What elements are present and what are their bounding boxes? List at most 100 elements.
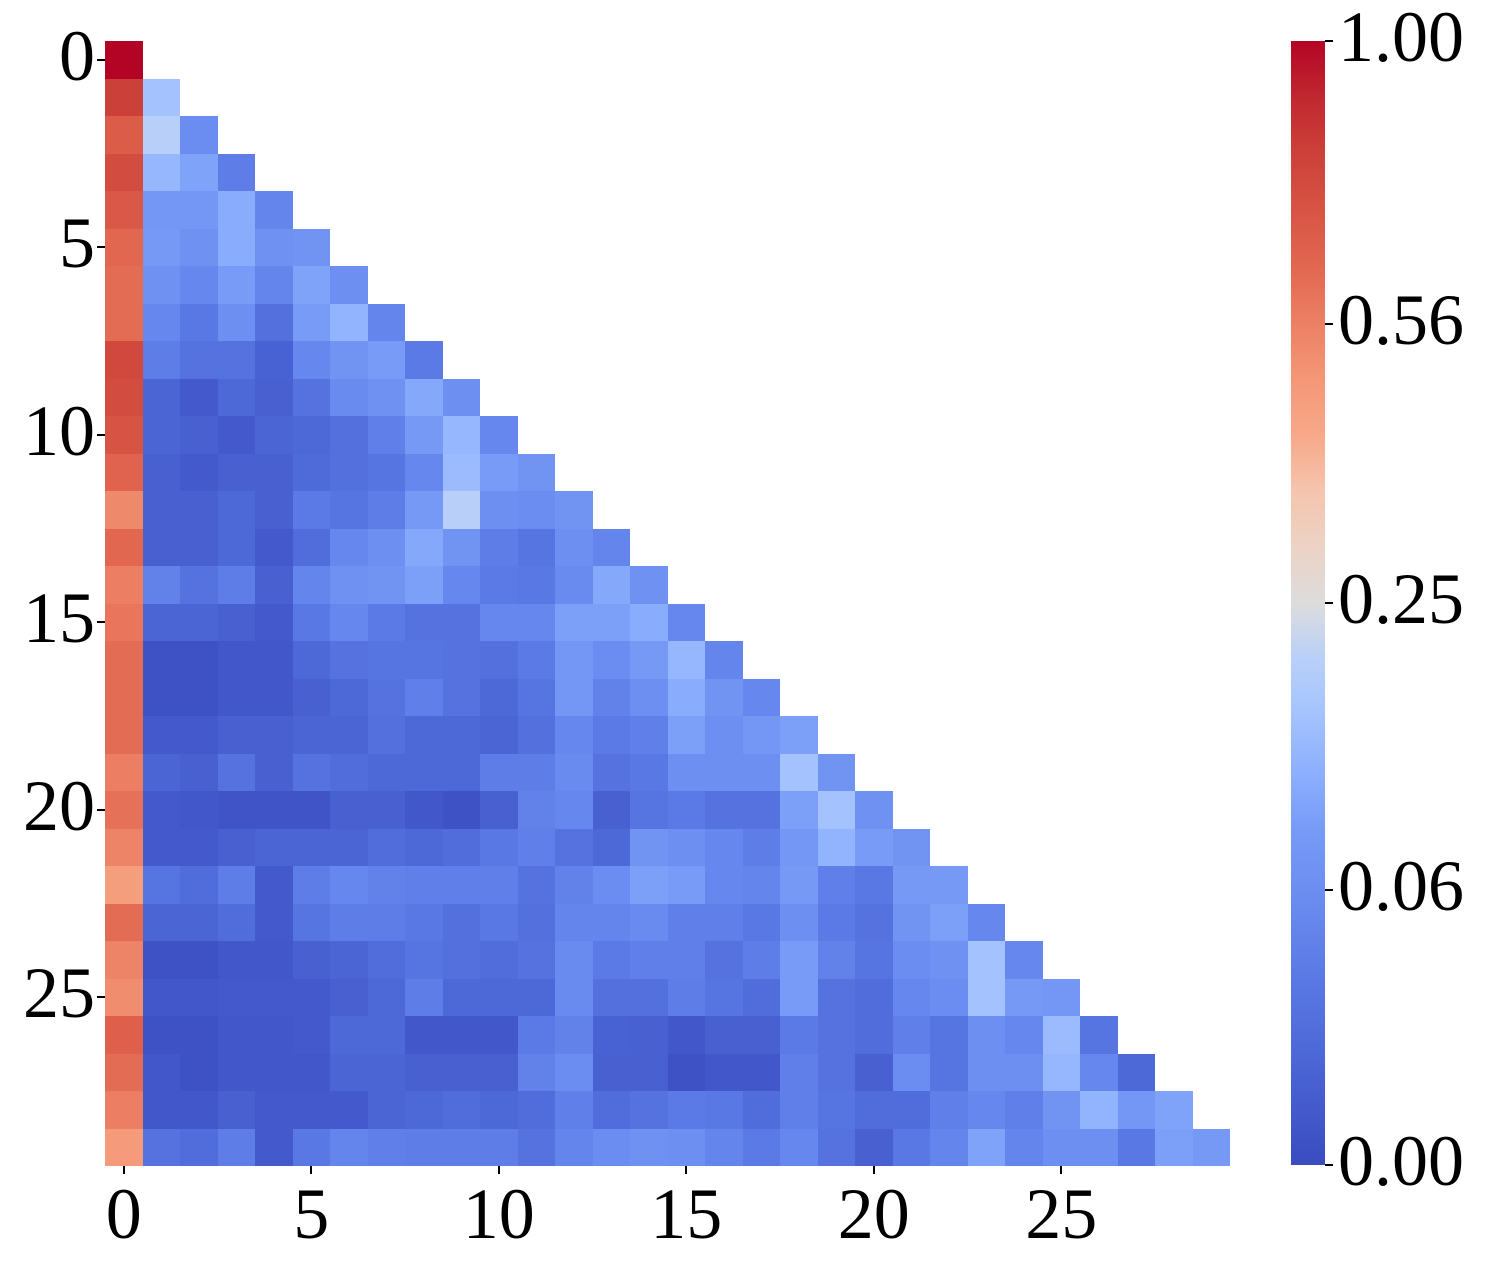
heatmap-cell [667,866,706,904]
x-tick-mark [122,1166,125,1174]
heatmap-cell [930,941,968,979]
heatmap-cell [330,716,368,754]
heatmap-cell [217,416,256,454]
heatmap-cell [180,903,218,942]
heatmap-cell [405,378,443,417]
heatmap-cell [592,866,631,904]
heatmap-cell [630,753,668,792]
heatmap-cell [330,378,368,417]
heatmap-cell [142,1128,181,1167]
heatmap-cell [480,566,518,604]
heatmap-cell [480,416,518,454]
heatmap-cell [592,1053,631,1092]
heatmap-cell [405,1091,443,1129]
heatmap-cell [292,828,331,867]
heatmap-cell [180,678,218,717]
heatmap-cell [180,191,218,229]
heatmap-cell [180,116,218,154]
x-tick-mark [685,1166,688,1174]
heatmap-cell [105,303,143,342]
heatmap-cell [555,641,593,679]
heatmap-cell [555,603,593,642]
heatmap-cell [555,866,593,904]
heatmap-cell [442,1128,481,1167]
heatmap-cell [142,828,181,867]
heatmap-cell [292,753,331,792]
heatmap-cell [255,266,293,304]
heatmap-cell [217,153,256,192]
heatmap-cell [292,1128,331,1167]
heatmap-cell [142,303,181,342]
heatmap-cell [217,716,256,754]
heatmap-cell [442,1091,481,1129]
heatmap-cell [405,1053,443,1092]
heatmap-cell [592,1128,631,1167]
heatmap-cell [592,941,631,979]
heatmap-cell [480,1091,518,1129]
heatmap-cell [292,866,331,904]
heatmap-cell [330,641,368,679]
heatmap-cell [630,1053,668,1092]
heatmap-cell [780,903,818,942]
heatmap-cell [105,153,143,192]
x-tick-label: 25 [1025,1174,1098,1254]
heatmap-cell [105,791,143,829]
heatmap-cell [592,791,631,829]
heatmap-cell [367,378,406,417]
heatmap-cell [367,678,406,717]
heatmap-cell [855,978,893,1017]
heatmap-cell [742,1091,781,1129]
heatmap-cell [292,1053,331,1092]
heatmap-cell [442,753,481,792]
heatmap-cell [217,641,256,679]
y-tick-label: 0 [59,15,95,96]
heatmap-cell [817,1016,856,1054]
heatmap-cell [555,903,593,942]
heatmap-cell [255,903,293,942]
heatmap-cell [555,828,593,867]
heatmap-cell [1042,1091,1081,1129]
heatmap-cell [255,716,293,754]
heatmap-cell [367,716,406,754]
heatmap-cell [930,1016,968,1054]
heatmap-cell [1080,1128,1118,1167]
heatmap-cell [405,491,443,529]
heatmap-cell [330,266,368,304]
heatmap-cell [330,753,368,792]
heatmap-cell [630,941,668,979]
heatmap-cell [217,378,256,417]
heatmap-cell [330,1016,368,1054]
heatmap-cell [592,566,631,604]
heatmap-cell [405,416,443,454]
heatmap-cell [330,491,368,529]
heatmap-cell [480,678,518,717]
heatmap-cell [705,941,743,979]
heatmap-cell [592,978,631,1017]
colorbar-tick-mark [1325,888,1333,891]
heatmap-cell [330,453,368,492]
heatmap-cell [292,228,331,267]
heatmap-cell [480,491,518,529]
heatmap-cell [142,641,181,679]
heatmap-cell [330,1128,368,1167]
heatmap-cell [705,641,743,679]
heatmap-cell [555,1091,593,1129]
heatmap-cell [667,1053,706,1092]
heatmap-cell [667,903,706,942]
heatmap-cell [330,791,368,829]
heatmap-cell [292,1016,331,1054]
heatmap-cell [330,941,368,979]
heatmap-cell [180,416,218,454]
heatmap-cell [405,828,443,867]
heatmap-cell [330,603,368,642]
heatmap-cell [105,41,143,79]
heatmap-cell [855,866,893,904]
x-tick-mark [310,1166,313,1174]
heatmap-cell [180,603,218,642]
heatmap-cell [555,1016,593,1054]
heatmap-cell [217,828,256,867]
y-tick-mark [97,433,105,436]
heatmap-cell [705,716,743,754]
heatmap-cell [667,1016,706,1054]
heatmap-cell [255,791,293,829]
